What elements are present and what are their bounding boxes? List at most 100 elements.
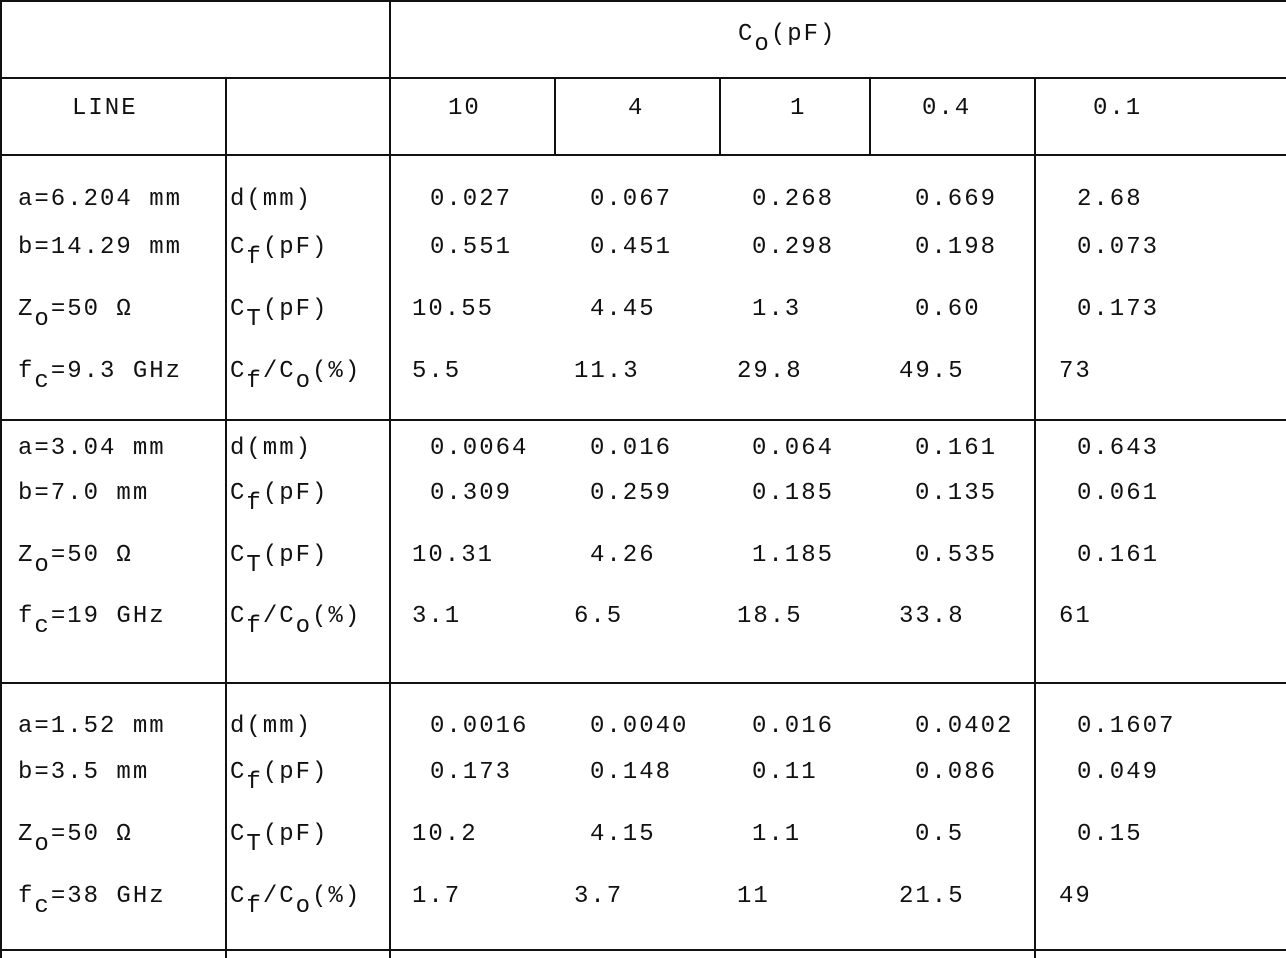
cell-value: 1.1: [752, 821, 802, 848]
row-param: d(mm): [230, 712, 312, 742]
line-param: fc=19 GHz: [18, 602, 166, 639]
cell-value: 49.5: [899, 358, 965, 385]
cell-value: 0.643: [1077, 435, 1160, 462]
row-param: Cf(pF): [230, 479, 328, 516]
text-part: C: [230, 821, 247, 848]
rule: [0, 682, 1286, 684]
text-part: Z: [18, 821, 35, 848]
text-part: C: [230, 883, 247, 910]
row-param: CT(pF): [230, 820, 328, 857]
cell-value: 33.8: [899, 603, 965, 630]
column-value: 0.4: [922, 95, 972, 122]
cell-value: 0.173: [430, 759, 513, 786]
text-part: f: [18, 883, 35, 910]
text-part: a=1.52 mm: [18, 713, 166, 740]
text-part: =9.3 GHz: [50, 358, 183, 385]
text-part: b=7.0 mm: [18, 480, 150, 507]
cell-value: 0.173: [1077, 296, 1160, 323]
text-part: b=3.5 mm: [18, 759, 150, 786]
text-part: C: [230, 759, 247, 786]
text-part: /C: [262, 358, 296, 385]
cell-value: 1.7: [412, 883, 462, 910]
text-part: Z: [18, 296, 35, 323]
text-part: C: [230, 358, 247, 385]
cell-value: 1.185: [752, 542, 835, 569]
subscript: f: [246, 368, 263, 395]
subscript: c: [34, 368, 51, 395]
cell-value: 10.2: [412, 821, 478, 848]
cell-value: 1.3: [752, 296, 802, 323]
line-param: Zo=50 Ω: [18, 541, 133, 578]
text-part: C: [230, 603, 247, 630]
cell-value: 0.016: [590, 435, 673, 462]
rule: [0, 419, 1286, 421]
cell-value: 0.0016: [430, 713, 529, 740]
text-part: a=6.204 mm: [18, 186, 183, 213]
subscript: o: [295, 368, 313, 395]
cell-value: 0.11: [752, 759, 818, 786]
row-param: d(mm): [230, 434, 312, 464]
text-part: (pF): [770, 21, 837, 48]
text-part: /C: [262, 883, 296, 910]
text-part: =50 Ω: [50, 542, 133, 569]
rule: [0, 154, 1286, 156]
text-part: =38 GHz: [50, 883, 166, 910]
rule: [225, 77, 227, 958]
cell-value: 3.1: [412, 603, 462, 630]
cell-value: 3.7: [574, 883, 624, 910]
column-label: LINE: [72, 95, 138, 122]
subscript: f: [246, 613, 263, 640]
subscript: T: [246, 831, 263, 858]
rule: [719, 77, 721, 155]
row-param: Cf/Co(%): [230, 357, 361, 394]
subscript: f: [246, 893, 263, 920]
text-part: C: [230, 296, 247, 323]
text-part: b=14.29 mm: [18, 234, 183, 261]
text-part: (pF): [262, 234, 329, 261]
line-param: fc=9.3 GHz: [18, 357, 183, 394]
cell-value: 0.027: [430, 186, 513, 213]
cell-value: 73: [1059, 358, 1092, 385]
cell-value: 0.451: [590, 234, 673, 261]
rule: [0, 0, 2, 958]
cell-value: 0.073: [1077, 234, 1160, 261]
cell-value: 4.26: [590, 542, 656, 569]
text-part: (pF): [262, 759, 329, 786]
cell-value: 0.016: [752, 713, 835, 740]
row-param: Cf/Co(%): [230, 882, 361, 919]
rule: [869, 77, 871, 155]
row-param: Cf(pF): [230, 758, 329, 795]
cell-value: 0.60: [915, 296, 981, 323]
cell-value: 0.0064: [430, 435, 529, 462]
text-part: =50 Ω: [50, 296, 133, 323]
text-part: a=3.04 mm: [18, 435, 166, 462]
row-param: d(mm): [230, 185, 312, 215]
text-part: f: [18, 358, 35, 385]
text-part: C: [230, 480, 247, 507]
cell-value: 18.5: [737, 603, 803, 630]
subscript: T: [246, 306, 263, 333]
text-part: Z: [18, 542, 35, 569]
cell-value: 11.3: [574, 358, 640, 385]
text-part: =19 GHz: [50, 603, 166, 630]
cell-value: 0.161: [915, 435, 998, 462]
subscript: o: [754, 31, 771, 58]
cell-value: 2.68: [1077, 186, 1143, 213]
cell-value: 6.5: [574, 603, 624, 630]
row-param: CT(pF): [230, 295, 329, 332]
line-param: a=1.52 mm: [18, 712, 166, 742]
subscript: f: [246, 244, 263, 271]
rule: [1034, 77, 1036, 958]
line-param: a=3.04 mm: [18, 434, 166, 464]
text-part: d(mm): [230, 713, 313, 740]
text-part: (pF): [262, 296, 329, 323]
cell-value: 21.5: [899, 883, 965, 910]
cell-value: 10.55: [412, 296, 495, 323]
rule: [389, 0, 391, 958]
cell-value: 29.8: [737, 358, 803, 385]
cell-value: 0.161: [1077, 542, 1160, 569]
cell-value: 0.086: [915, 759, 998, 786]
rule: [0, 77, 1286, 79]
cell-value: 0.049: [1077, 759, 1160, 786]
